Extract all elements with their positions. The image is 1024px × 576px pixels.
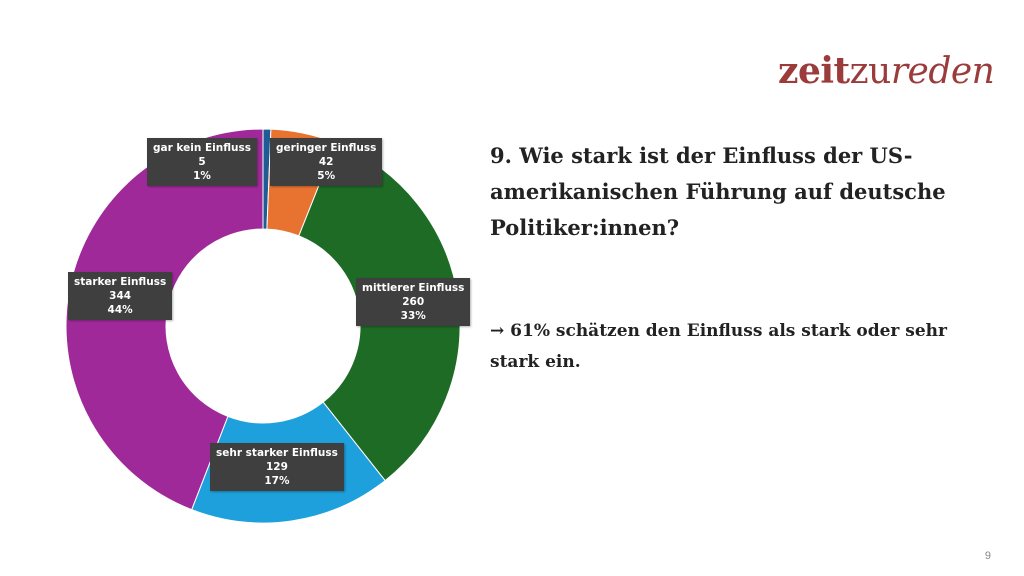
data-label-category: gar kein Einfluss [153, 142, 251, 154]
data-label-3: sehr starker Einfluss 129 17% [210, 443, 344, 491]
data-label-value: 5 [198, 156, 206, 168]
zeitzureden-logo: zeitzureden [778, 50, 995, 92]
data-label-value: 129 [265, 461, 288, 473]
data-label-percent: 17% [264, 475, 290, 487]
data-label-category: geringer Einfluss [276, 142, 377, 154]
data-label-percent: 33% [400, 310, 426, 322]
data-label-0: gar kein Einfluss 5 1% [147, 138, 257, 186]
logo-part-zeit: zeit [778, 50, 850, 92]
data-label-category: mittlerer Einfluss [362, 282, 465, 294]
data-label-percent: 5% [317, 170, 336, 182]
data-label-percent: 44% [107, 304, 133, 316]
page-number: 9 [984, 550, 991, 562]
logo-part-zu: zu [849, 51, 892, 92]
summary-note: → 61% schätzen den Einfluss als stark od… [490, 321, 947, 372]
data-label-percent: 1% [193, 170, 211, 182]
data-label-4: starker Einfluss 344 44% [68, 272, 173, 320]
data-label-value: 344 [109, 290, 132, 302]
data-label-value: 42 [318, 156, 334, 168]
data-label-category: sehr starker Einfluss [216, 447, 338, 459]
data-label-value: 260 [402, 296, 425, 308]
slide-title: 9. Wie stark ist der Einfluss der US-ame… [490, 143, 946, 240]
data-label-1: geringer Einfluss 42 5% [270, 138, 383, 186]
data-label-category: starker Einfluss [74, 276, 167, 288]
logo-part-reden: reden [890, 51, 995, 92]
data-label-2: mittlerer Einfluss 260 33% [356, 278, 471, 326]
